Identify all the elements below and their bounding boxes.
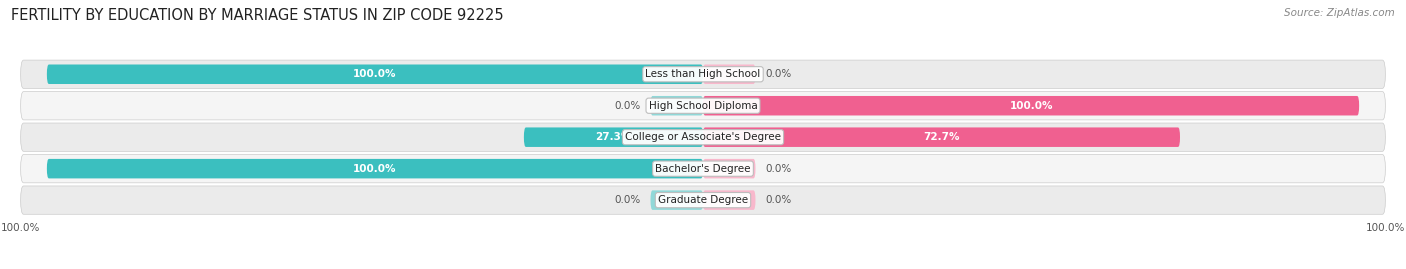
FancyBboxPatch shape [21, 154, 1385, 183]
Text: 27.3%: 27.3% [595, 132, 631, 142]
FancyBboxPatch shape [703, 96, 1360, 115]
Text: 0.0%: 0.0% [765, 69, 792, 79]
Text: Less than High School: Less than High School [645, 69, 761, 79]
Text: Graduate Degree: Graduate Degree [658, 195, 748, 205]
Text: 0.0%: 0.0% [614, 101, 641, 111]
Text: 0.0%: 0.0% [765, 195, 792, 205]
FancyBboxPatch shape [524, 128, 703, 147]
FancyBboxPatch shape [703, 65, 755, 84]
Text: Bachelor's Degree: Bachelor's Degree [655, 164, 751, 174]
Text: 0.0%: 0.0% [765, 164, 792, 174]
Text: FERTILITY BY EDUCATION BY MARRIAGE STATUS IN ZIP CODE 92225: FERTILITY BY EDUCATION BY MARRIAGE STATU… [11, 8, 503, 23]
FancyBboxPatch shape [21, 186, 1385, 214]
FancyBboxPatch shape [703, 190, 755, 210]
FancyBboxPatch shape [21, 91, 1385, 120]
Text: 0.0%: 0.0% [614, 195, 641, 205]
Text: College or Associate's Degree: College or Associate's Degree [626, 132, 780, 142]
Text: 72.7%: 72.7% [924, 132, 960, 142]
Text: High School Diploma: High School Diploma [648, 101, 758, 111]
FancyBboxPatch shape [651, 190, 703, 210]
Text: 100.0%: 100.0% [353, 69, 396, 79]
FancyBboxPatch shape [21, 123, 1385, 151]
FancyBboxPatch shape [21, 60, 1385, 89]
Text: Source: ZipAtlas.com: Source: ZipAtlas.com [1284, 8, 1395, 18]
FancyBboxPatch shape [46, 65, 703, 84]
FancyBboxPatch shape [703, 159, 755, 178]
Text: 100.0%: 100.0% [353, 164, 396, 174]
FancyBboxPatch shape [651, 96, 703, 115]
FancyBboxPatch shape [46, 159, 703, 178]
FancyBboxPatch shape [703, 128, 1180, 147]
Text: 100.0%: 100.0% [1010, 101, 1053, 111]
